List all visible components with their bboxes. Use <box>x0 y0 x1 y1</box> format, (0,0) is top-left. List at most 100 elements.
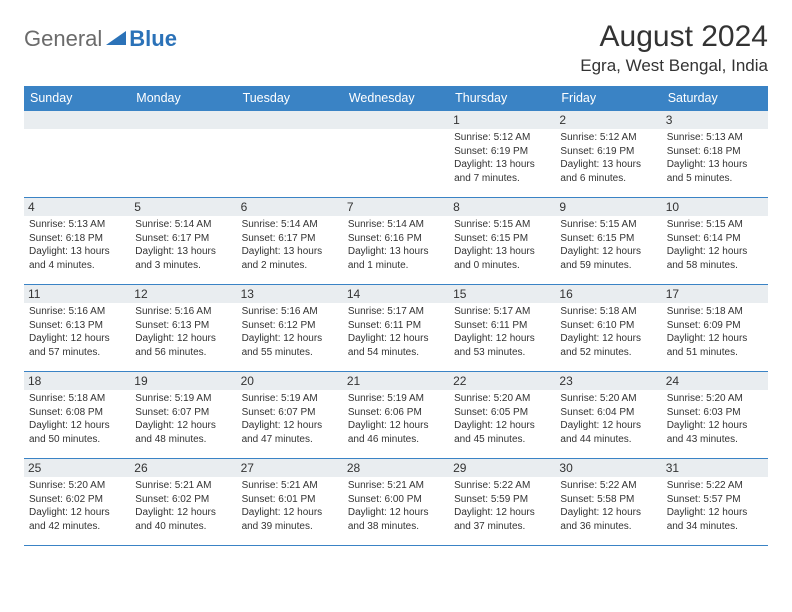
day-number: 13 <box>237 285 343 303</box>
day-info: Sunrise: 5:15 AMSunset: 6:14 PMDaylight:… <box>667 218 763 272</box>
day-info: Sunrise: 5:12 AMSunset: 6:19 PMDaylight:… <box>454 131 550 185</box>
day-number: 12 <box>130 285 236 303</box>
day-info: Sunrise: 5:19 AMSunset: 6:06 PMDaylight:… <box>348 392 444 446</box>
calendar-cell: 21 Sunrise: 5:19 AMSunset: 6:06 PMDayligh… <box>343 372 449 458</box>
calendar-cell: 16 Sunrise: 5:18 AMSunset: 6:10 PMDayligh… <box>555 285 661 371</box>
calendar-week-row: ....1Sunrise: 5:12 AMSunset: 6:19 PMDayl… <box>24 110 768 197</box>
calendar-cell: 24 Sunrise: 5:20 AMSunset: 6:03 PMDayligh… <box>662 372 768 458</box>
logo-text-blue: Blue <box>129 26 177 52</box>
day-number: 6 <box>237 198 343 216</box>
calendar-cell: 12 Sunrise: 5:16 AMSunset: 6:13 PMDayligh… <box>130 285 236 371</box>
location-label: Egra, West Bengal, India <box>580 56 768 76</box>
calendar-header-row: SundayMondayTuesdayWednesdayThursdayFrid… <box>24 86 768 110</box>
day-info: Sunrise: 5:18 AMSunset: 6:08 PMDaylight:… <box>29 392 125 446</box>
day-info: Sunrise: 5:12 AMSunset: 6:19 PMDaylight:… <box>560 131 656 185</box>
day-number: 24 <box>662 372 768 390</box>
calendar-cell: 27 Sunrise: 5:21 AMSunset: 6:01 PMDayligh… <box>237 459 343 545</box>
calendar-cell: 5 Sunrise: 5:14 AMSunset: 6:17 PMDaylight… <box>130 198 236 284</box>
calendar-cell: 7 Sunrise: 5:14 AMSunset: 6:16 PMDaylight… <box>343 198 449 284</box>
day-info: Sunrise: 5:18 AMSunset: 6:10 PMDaylight:… <box>560 305 656 359</box>
day-info: Sunrise: 5:22 AMSunset: 5:59 PMDaylight:… <box>454 479 550 533</box>
day-number: 26 <box>130 459 236 477</box>
day-number: 21 <box>343 372 449 390</box>
day-header: Friday <box>555 86 661 110</box>
calendar-cell: 20 Sunrise: 5:19 AMSunset: 6:07 PMDayligh… <box>237 372 343 458</box>
day-number: 5 <box>130 198 236 216</box>
page-header: General Blue August 2024 Egra, West Beng… <box>24 20 768 76</box>
calendar-cell: 28 Sunrise: 5:21 AMSunset: 6:00 PMDayligh… <box>343 459 449 545</box>
day-number: 20 <box>237 372 343 390</box>
day-info: Sunrise: 5:22 AMSunset: 5:58 PMDaylight:… <box>560 479 656 533</box>
day-number: 3 <box>662 111 768 129</box>
day-number: 19 <box>130 372 236 390</box>
title-block: August 2024 Egra, West Bengal, India <box>580 20 768 76</box>
day-info: Sunrise: 5:19 AMSunset: 6:07 PMDaylight:… <box>242 392 338 446</box>
calendar-cell: 8Sunrise: 5:15 AMSunset: 6:15 PMDaylight… <box>449 198 555 284</box>
day-info: Sunrise: 5:17 AMSunset: 6:11 PMDaylight:… <box>348 305 444 359</box>
calendar-week-row: 4 Sunrise: 5:13 AMSunset: 6:18 PMDaylight… <box>24 197 768 284</box>
day-info: Sunrise: 5:13 AMSunset: 6:18 PMDaylight:… <box>29 218 125 272</box>
day-header: Monday <box>130 86 236 110</box>
calendar-cell: 14 Sunrise: 5:17 AMSunset: 6:11 PMDayligh… <box>343 285 449 371</box>
day-info: Sunrise: 5:14 AMSunset: 6:17 PMDaylight:… <box>242 218 338 272</box>
day-number: 1 <box>449 111 555 129</box>
day-info: Sunrise: 5:16 AMSunset: 6:13 PMDaylight:… <box>29 305 125 359</box>
day-info: Sunrise: 5:17 AMSunset: 6:11 PMDaylight:… <box>454 305 550 359</box>
day-number: 17 <box>662 285 768 303</box>
calendar-cell: 15 Sunrise: 5:17 AMSunset: 6:11 PMDayligh… <box>449 285 555 371</box>
calendar-cell: 9 Sunrise: 5:15 AMSunset: 6:15 PMDaylight… <box>555 198 661 284</box>
day-number: 25 <box>24 459 130 477</box>
calendar-cell: 1 Sunrise: 5:12 AMSunset: 6:19 PMDaylight… <box>449 111 555 197</box>
calendar-cell: 3 Sunrise: 5:13 AMSunset: 6:18 PMDaylight… <box>662 111 768 197</box>
logo-text-gray: General <box>24 26 102 52</box>
calendar-cell: 13Sunrise: 5:16 AMSunset: 6:12 PMDayligh… <box>237 285 343 371</box>
day-header: Wednesday <box>343 86 449 110</box>
calendar-cell: 31Sunrise: 5:22 AMSunset: 5:57 PMDayligh… <box>662 459 768 545</box>
calendar-cell-empty: . <box>237 111 343 197</box>
day-info: Sunrise: 5:16 AMSunset: 6:13 PMDaylight:… <box>135 305 231 359</box>
calendar-cell: 10Sunrise: 5:15 AMSunset: 6:14 PMDayligh… <box>662 198 768 284</box>
calendar-cell: 17Sunrise: 5:18 AMSunset: 6:09 PMDayligh… <box>662 285 768 371</box>
calendar-body: ....1Sunrise: 5:12 AMSunset: 6:19 PMDayl… <box>24 110 768 546</box>
calendar-cell: 19 Sunrise: 5:19 AMSunset: 6:07 PMDayligh… <box>130 372 236 458</box>
calendar-cell: 23Sunrise: 5:20 AMSunset: 6:04 PMDayligh… <box>555 372 661 458</box>
day-info: Sunrise: 5:13 AMSunset: 6:18 PMDaylight:… <box>667 131 763 185</box>
day-number: 16 <box>555 285 661 303</box>
day-number: 9 <box>555 198 661 216</box>
calendar-cell: 6 Sunrise: 5:14 AMSunset: 6:17 PMDaylight… <box>237 198 343 284</box>
day-header: Thursday <box>449 86 555 110</box>
calendar-week-row: 18 Sunrise: 5:18 AMSunset: 6:08 PMDayligh… <box>24 371 768 458</box>
day-info: Sunrise: 5:20 AMSunset: 6:04 PMDaylight:… <box>560 392 656 446</box>
day-info: Sunrise: 5:14 AMSunset: 6:17 PMDaylight:… <box>135 218 231 272</box>
day-number: 15 <box>449 285 555 303</box>
day-info: Sunrise: 5:21 AMSunset: 6:01 PMDaylight:… <box>242 479 338 533</box>
day-number: . <box>343 111 449 129</box>
day-number: 31 <box>662 459 768 477</box>
day-info: Sunrise: 5:15 AMSunset: 6:15 PMDaylight:… <box>454 218 550 272</box>
day-info: Sunrise: 5:21 AMSunset: 6:00 PMDaylight:… <box>348 479 444 533</box>
day-info: Sunrise: 5:19 AMSunset: 6:07 PMDaylight:… <box>135 392 231 446</box>
day-info: Sunrise: 5:15 AMSunset: 6:15 PMDaylight:… <box>560 218 656 272</box>
day-number: 18 <box>24 372 130 390</box>
logo-triangle-icon <box>106 29 126 50</box>
day-header: Tuesday <box>237 86 343 110</box>
calendar-cell: 22 Sunrise: 5:20 AMSunset: 6:05 PMDayligh… <box>449 372 555 458</box>
day-number: 14 <box>343 285 449 303</box>
calendar-cell: 29Sunrise: 5:22 AMSunset: 5:59 PMDayligh… <box>449 459 555 545</box>
day-info: Sunrise: 5:20 AMSunset: 6:05 PMDaylight:… <box>454 392 550 446</box>
calendar-cell: 4 Sunrise: 5:13 AMSunset: 6:18 PMDaylight… <box>24 198 130 284</box>
day-info: Sunrise: 5:20 AMSunset: 6:02 PMDaylight:… <box>29 479 125 533</box>
month-title: August 2024 <box>580 20 768 54</box>
day-number: 28 <box>343 459 449 477</box>
logo: General Blue <box>24 26 177 52</box>
day-number: 2 <box>555 111 661 129</box>
day-number: 22 <box>449 372 555 390</box>
calendar-cell: 2 Sunrise: 5:12 AMSunset: 6:19 PMDaylight… <box>555 111 661 197</box>
day-info: Sunrise: 5:14 AMSunset: 6:16 PMDaylight:… <box>348 218 444 272</box>
day-number: 7 <box>343 198 449 216</box>
day-info: Sunrise: 5:20 AMSunset: 6:03 PMDaylight:… <box>667 392 763 446</box>
day-number: 27 <box>237 459 343 477</box>
calendar-week-row: 11Sunrise: 5:16 AMSunset: 6:13 PMDayligh… <box>24 284 768 371</box>
day-number: 4 <box>24 198 130 216</box>
calendar-grid: SundayMondayTuesdayWednesdayThursdayFrid… <box>24 86 768 546</box>
